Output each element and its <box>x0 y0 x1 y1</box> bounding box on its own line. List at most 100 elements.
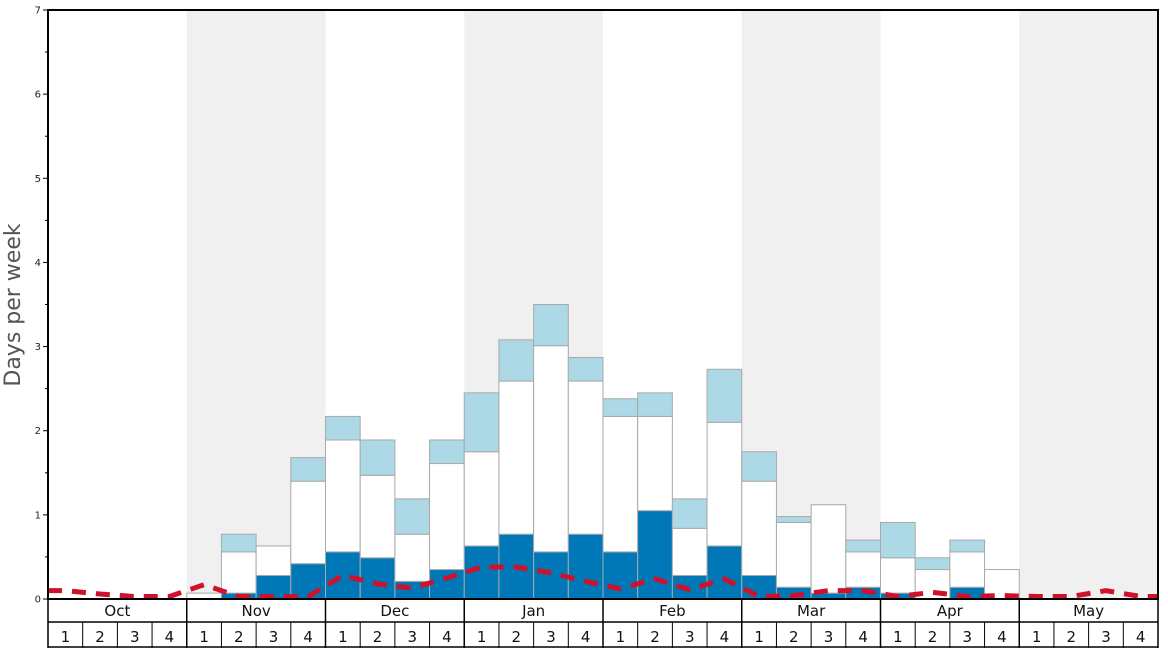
bar-segment-1 <box>255 545 292 576</box>
month-shade-may <box>1019 10 1158 599</box>
week-label: 2 <box>373 628 383 646</box>
bar-segment-2 <box>741 451 777 482</box>
bar-segment-1 <box>880 557 916 594</box>
week-label: 2 <box>234 628 244 646</box>
bar-segment-1 <box>637 415 673 512</box>
week-label: 4 <box>1136 628 1146 646</box>
bar-segment-0 <box>359 557 396 600</box>
bar-segment-2 <box>706 368 743 423</box>
week-label: 3 <box>407 628 417 646</box>
week-label: 1 <box>616 628 626 646</box>
bar-segment-2 <box>220 533 257 553</box>
y-tick-label: 7 <box>35 6 41 17</box>
bar-segment-1 <box>671 527 708 576</box>
week-label: 2 <box>789 628 799 646</box>
bar-segment-1 <box>706 421 743 547</box>
week-label: 2 <box>928 628 938 646</box>
month-label-may: May <box>1073 602 1104 620</box>
week-label: 3 <box>685 628 695 646</box>
week-label: 1 <box>338 628 348 646</box>
y-tick-label: 3 <box>35 342 41 353</box>
bar-segment-2 <box>359 439 396 476</box>
trend-line-path <box>48 564 1158 600</box>
y-tick-label: 4 <box>35 258 41 269</box>
bar-segment-2 <box>845 539 881 553</box>
week-label: 1 <box>477 628 487 646</box>
bar-segment-2 <box>637 392 673 417</box>
bar-segment-1 <box>429 463 465 571</box>
bar-segment-1 <box>741 480 777 576</box>
week-label: 3 <box>824 628 834 646</box>
week-label: 3 <box>269 628 279 646</box>
week-label: 4 <box>165 628 175 646</box>
bar-segment-2 <box>567 357 604 382</box>
week-label: 2 <box>512 628 522 646</box>
week-label: 2 <box>95 628 105 646</box>
trend-line <box>48 564 1158 600</box>
bar-segment-2 <box>325 415 361 441</box>
bar-segment-1 <box>775 521 812 588</box>
bar-segment-1 <box>394 533 431 582</box>
bar-segment-0 <box>602 551 639 600</box>
week-label: 3 <box>1101 628 1111 646</box>
week-label: 4 <box>720 628 730 646</box>
week-label: 3 <box>130 628 140 646</box>
bar-segment-1 <box>810 504 847 594</box>
bar-segment-1 <box>602 415 639 553</box>
bar-segment-1 <box>325 439 361 553</box>
bar-segment-2 <box>949 539 986 553</box>
bar-segment-2 <box>602 398 639 417</box>
week-label: 1 <box>893 628 903 646</box>
y-tick-label: 6 <box>35 90 41 101</box>
week-label: 4 <box>303 628 313 646</box>
bar-segment-2 <box>775 516 812 523</box>
bar-segment-2 <box>429 439 465 465</box>
y-tick-label: 2 <box>35 426 41 437</box>
x-axis: Oct 1 2 3 4 Nov 1 2 3 4 Dec 1 2 3 4 Jan 1 2 3 4 Feb 1 2 3 4 Mar 1 2… <box>47 599 1159 648</box>
month-label-oct: Oct <box>104 602 130 620</box>
month-label-jan: Jan <box>521 602 545 620</box>
bar-segment-0 <box>325 551 361 600</box>
bar-segment-2 <box>290 457 326 482</box>
week-label: 1 <box>199 628 209 646</box>
bar-segment-1 <box>845 551 881 588</box>
bar-segment-0 <box>637 510 673 600</box>
bar-segment-2 <box>880 521 916 559</box>
bar-segment-1 <box>220 551 257 594</box>
month-label-nov: Nov <box>241 602 270 620</box>
bar-segment-1 <box>949 551 986 588</box>
week-label: 2 <box>1067 628 1077 646</box>
week-label: 1 <box>1032 628 1042 646</box>
bar-segment-1 <box>359 474 396 559</box>
bar-segment-0 <box>429 569 465 600</box>
y-tick-label: 0 <box>35 595 41 606</box>
bars <box>186 304 1020 600</box>
week-label: 4 <box>581 628 591 646</box>
y-tick-label: 1 <box>35 510 41 521</box>
bar-segment-2 <box>394 498 431 535</box>
month-label-feb: Feb <box>659 602 686 620</box>
week-label: 3 <box>546 628 556 646</box>
bar-segment-1 <box>498 380 535 535</box>
bar-segment-1 <box>290 480 326 565</box>
week-label: 3 <box>962 628 972 646</box>
bar-segment-2 <box>914 557 951 571</box>
week-label: 4 <box>442 628 452 646</box>
bar-segment-1 <box>567 380 604 535</box>
week-label: 2 <box>650 628 660 646</box>
bar-segment-2 <box>498 339 535 382</box>
month-label-dec: Dec <box>380 602 409 620</box>
week-label: 4 <box>997 628 1007 646</box>
bar-segment-2 <box>671 498 708 529</box>
week-label: 1 <box>61 628 71 646</box>
month-label-apr: Apr <box>937 602 964 620</box>
y-axis-label: Days per week <box>1 223 26 386</box>
bar-segment-0 <box>567 533 604 600</box>
bar-segment-2 <box>463 392 500 453</box>
bar-segment-0 <box>706 545 743 600</box>
week-label: 4 <box>858 628 868 646</box>
week-label: 1 <box>754 628 764 646</box>
month-label-mar: Mar <box>797 602 826 620</box>
bar-segment-1 <box>463 451 500 547</box>
